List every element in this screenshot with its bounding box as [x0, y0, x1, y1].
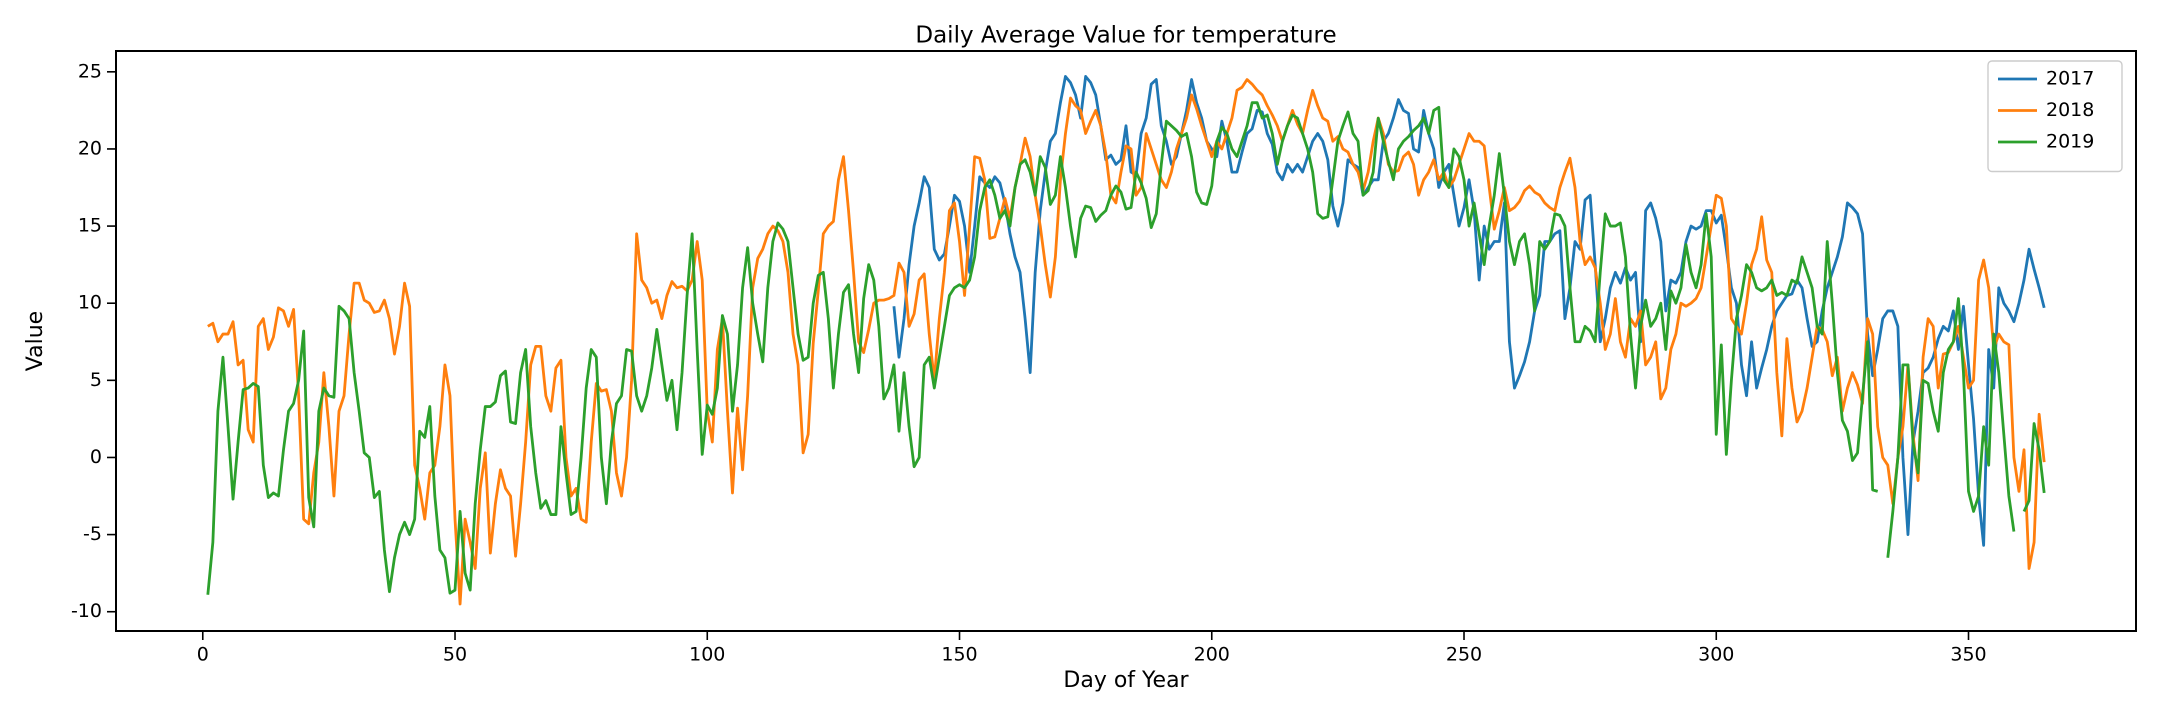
chart-title: Daily Average Value for temperature: [915, 23, 1336, 49]
plot-frame: [115, 50, 2137, 632]
x-tick-label: 250: [1446, 644, 1482, 666]
y-tick-label: 20: [78, 137, 102, 159]
x-tick-label: 200: [1194, 644, 1230, 666]
x-tick-label: 350: [1950, 644, 1986, 666]
series-line: [892, 75, 2046, 547]
x-tick-label: 150: [941, 644, 977, 666]
legend-label: 2019: [2046, 131, 2094, 153]
legend-label: 2018: [2046, 99, 2094, 121]
legend-label: 2017: [2046, 68, 2094, 90]
x-tick-label: 50: [443, 644, 467, 666]
y-tick-label: 0: [90, 446, 102, 468]
y-tick-label: 15: [78, 215, 102, 237]
series-line: [206, 101, 2046, 595]
x-axis-label: Day of Year: [1063, 668, 1189, 693]
y-tick-label: 25: [78, 60, 102, 82]
y-axis-label: Value: [23, 311, 48, 371]
legend: 2017 2018 2019: [1987, 60, 2123, 173]
x-tick-label: 100: [689, 644, 725, 666]
y-tick-label: 10: [78, 292, 102, 314]
legend-box: [1987, 60, 2123, 173]
x-tick-label: 300: [1698, 644, 1734, 666]
series-line: [207, 78, 2046, 606]
y-tick-label: -5: [83, 523, 102, 545]
y-tick-label: -10: [71, 600, 102, 622]
x-tick-label: 0: [197, 644, 209, 666]
y-tick-label: 5: [90, 369, 102, 391]
